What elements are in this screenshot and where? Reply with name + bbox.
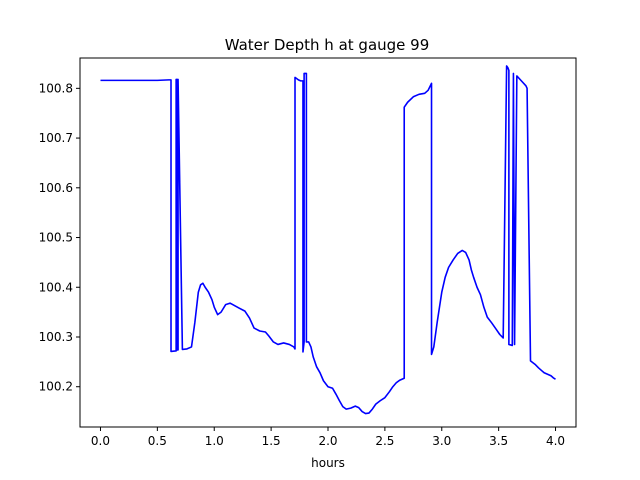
- x-tick-label: 2.0: [318, 434, 337, 448]
- plot-area: [100, 65, 556, 415]
- x-axis-label: hours: [311, 456, 345, 470]
- x-tick-label: 0.0: [91, 434, 110, 448]
- x-tick-label: 1.0: [205, 434, 224, 448]
- x-tick-label: 2.5: [375, 434, 394, 448]
- y-axis: 100.2 100.3 100.4 100.5 100.6 100.7 100.8: [39, 81, 80, 394]
- x-tick-label: 4.0: [546, 434, 565, 448]
- y-tick-label: 100.3: [39, 330, 73, 344]
- x-axis: 0.0 0.5 1.0 1.5 2.0 2.5 3.0 3.5 4.0: [91, 427, 565, 448]
- axes-frame: [79, 57, 577, 428]
- y-tick-label: 100.5: [39, 231, 73, 245]
- y-tick-label: 100.8: [39, 81, 73, 95]
- x-tick-label: 1.5: [262, 434, 281, 448]
- x-tick-label: 3.5: [489, 434, 508, 448]
- series-line-0: [100, 65, 556, 415]
- x-tick-label: 0.5: [148, 434, 167, 448]
- x-tick-label: 3.0: [432, 434, 451, 448]
- y-tick-label: 100.7: [39, 131, 73, 145]
- y-tick-label: 100.4: [39, 280, 73, 294]
- y-tick-label: 100.2: [39, 380, 73, 394]
- y-tick-label: 100.6: [39, 181, 73, 195]
- chart-title: Water Depth h at gauge 99: [225, 36, 430, 54]
